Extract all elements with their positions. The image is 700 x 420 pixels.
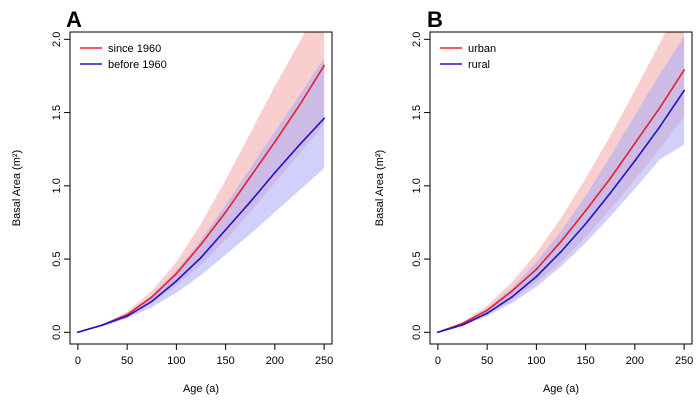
x-tick-label: 250	[315, 355, 333, 367]
y-tick-label: 1.5	[411, 105, 423, 120]
data-point	[323, 117, 326, 120]
x-axis-label: Age (a)	[543, 383, 579, 395]
data-point	[200, 243, 202, 246]
data-point	[658, 107, 661, 110]
data-point	[298, 143, 301, 146]
x-tick-label: 50	[121, 355, 133, 367]
data-point	[609, 192, 612, 195]
plot-frame	[69, 31, 333, 345]
data-point	[486, 309, 489, 312]
data-point	[560, 250, 562, 253]
legend-label: rural	[468, 59, 490, 71]
y-tick-label: 2.0	[51, 32, 63, 47]
data-point	[249, 176, 252, 178]
data-point	[323, 64, 326, 67]
confidence-band-urban	[437, 32, 685, 333]
data-point	[150, 296, 153, 299]
data-point	[584, 209, 587, 212]
data-point	[535, 275, 538, 278]
legend-label: since 1960	[108, 43, 161, 55]
x-axis-label: Age (a)	[183, 383, 219, 395]
y-tick-label: 0.0	[51, 325, 63, 340]
confidence-band-rural	[437, 36, 685, 333]
data-point	[658, 126, 661, 129]
data-point	[273, 171, 276, 174]
x-tick-label: 250	[675, 355, 693, 367]
data-point	[683, 89, 686, 92]
x-tick-label: 0	[75, 355, 81, 367]
data-point	[224, 228, 227, 231]
y-tick-label: 1.5	[51, 105, 63, 120]
x-tick-label: 200	[626, 355, 644, 367]
panel-letter: A	[66, 7, 82, 32]
legend-label: before 1960	[108, 59, 167, 71]
data-point	[510, 296, 513, 299]
data-point	[175, 272, 178, 275]
data-point	[298, 104, 301, 107]
data-point	[609, 177, 612, 180]
y-tick-label: 0.5	[51, 251, 63, 266]
data-point	[510, 290, 513, 293]
x-tick-label: 100	[527, 355, 545, 367]
data-point	[633, 160, 636, 162]
data-point	[200, 256, 202, 259]
data-point	[76, 331, 79, 334]
data-point	[101, 324, 104, 326]
y-axis-label: Basal Area (m²)	[374, 150, 386, 226]
data-point	[535, 268, 538, 271]
y-tick-label: 1.0	[411, 178, 423, 193]
x-tick-label: 150	[576, 355, 594, 367]
x-tick-label: 100	[167, 355, 185, 367]
data-point	[175, 280, 178, 282]
data-point	[584, 222, 587, 225]
legend-label: urban	[468, 43, 496, 55]
confidence-band-before-1960	[77, 58, 325, 333]
data-point	[560, 240, 562, 243]
y-tick-label: 1.0	[51, 178, 63, 193]
x-tick-label: 0	[435, 355, 441, 367]
x-tick-label: 200	[266, 355, 284, 367]
y-tick-label: 0.5	[411, 251, 423, 266]
data-point	[273, 140, 276, 143]
panel-b: 0 50 100 150 200 250 0.0 0.5 1.0 1.5 2.0 Age (a) Bas…	[374, 7, 693, 395]
plot-area	[76, 32, 326, 334]
plot-frame	[429, 31, 693, 345]
x-tick-label: 50	[481, 355, 493, 367]
x-tick-label: 150	[216, 355, 234, 367]
data-point	[683, 69, 686, 71]
panel-letter: B	[427, 7, 443, 32]
data-point	[249, 201, 252, 203]
plot-area	[436, 32, 686, 334]
panel-a: 0 50 100 150 200 250 0.0 0.5 1.0 1.5 2.0 Age (a) Bas…	[11, 7, 333, 395]
y-axis-label: Basal Area (m²)	[11, 150, 23, 226]
data-point	[126, 315, 129, 318]
data-point	[486, 312, 489, 315]
data-point	[461, 324, 464, 326]
data-point	[224, 211, 227, 214]
y-tick-label: 0.0	[411, 325, 423, 340]
data-point	[150, 300, 153, 303]
data-point	[633, 142, 636, 145]
data-point	[436, 331, 439, 334]
y-tick-label: 2.0	[411, 32, 423, 47]
